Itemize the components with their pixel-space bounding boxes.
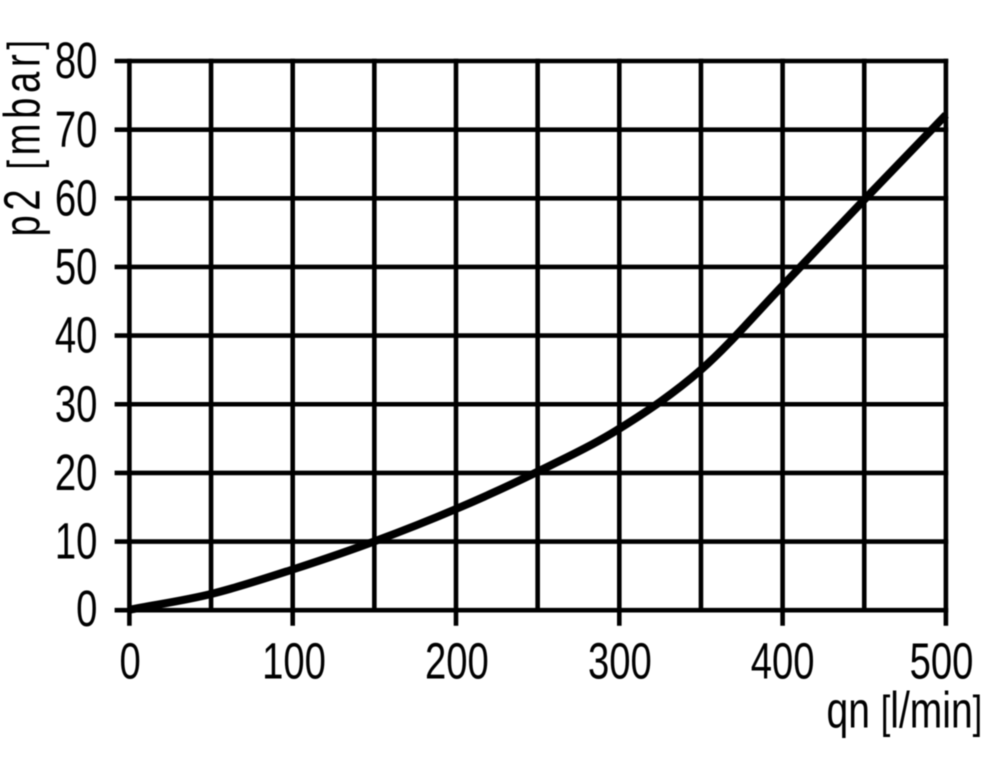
svg-text:80: 80 [55, 32, 98, 90]
svg-text:p2 [mbar]: p2 [mbar] [0, 36, 51, 237]
svg-text:400: 400 [751, 632, 815, 690]
svg-text:0: 0 [76, 580, 97, 638]
svg-text:qn [l/min]: qn [l/min] [827, 682, 983, 739]
svg-text:0: 0 [119, 632, 140, 690]
svg-text:40: 40 [55, 306, 98, 364]
svg-text:10: 10 [55, 512, 98, 570]
svg-text:70: 70 [55, 100, 98, 158]
svg-text:200: 200 [425, 632, 489, 690]
svg-text:300: 300 [588, 632, 652, 690]
svg-text:50: 50 [55, 238, 98, 296]
svg-text:60: 60 [55, 169, 98, 227]
svg-text:30: 30 [55, 375, 98, 433]
svg-text:500: 500 [910, 632, 974, 690]
svg-text:100: 100 [262, 632, 326, 690]
svg-text:20: 20 [55, 444, 98, 502]
